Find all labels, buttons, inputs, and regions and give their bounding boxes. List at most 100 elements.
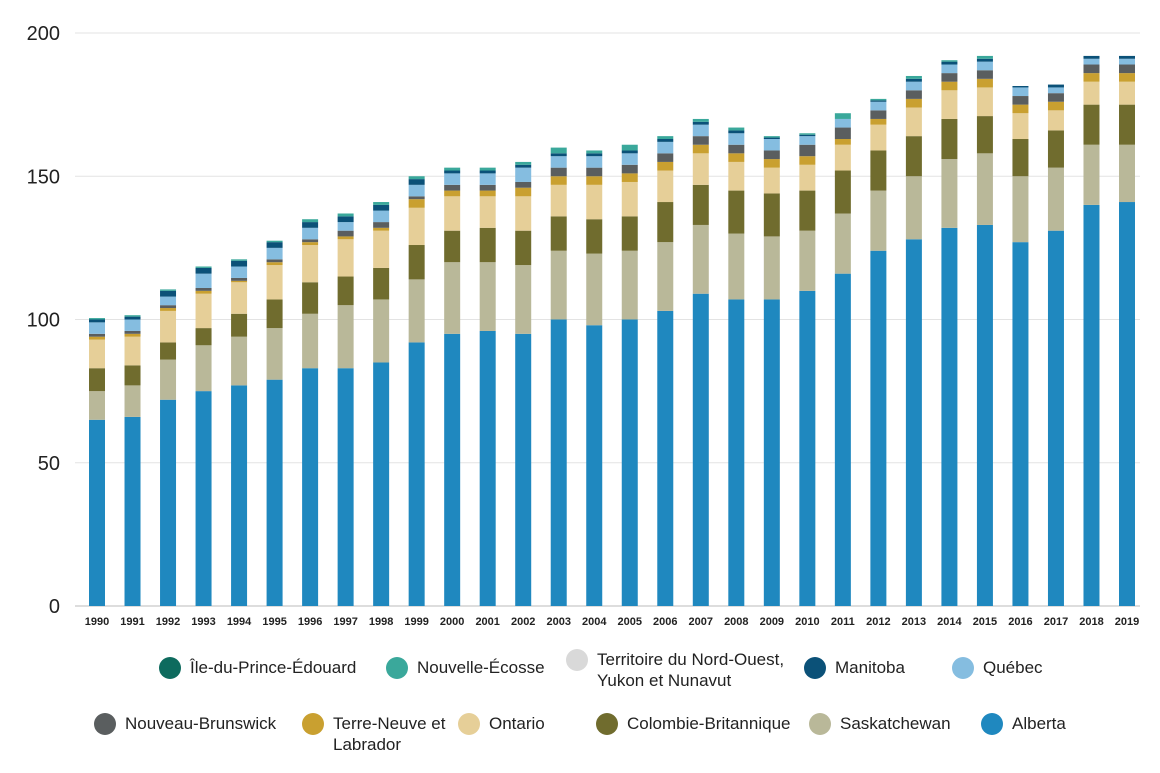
bar-segment-alberta — [231, 385, 248, 606]
bar-segment-colombie-britannique — [408, 245, 425, 280]
bar-segment-terre-neuve-et-labrador — [266, 262, 283, 266]
legend-label: Territoire du Nord-Ouest, Yukon et Nunav… — [597, 650, 785, 690]
x-tick-label: 2019 — [1115, 616, 1139, 628]
bar-segment-manitoba — [621, 150, 638, 154]
bar-segment-terre-neuve-et-labrador — [763, 159, 780, 168]
bar-segment-manitoba — [1012, 86, 1029, 88]
legend-item: Manitoba — [804, 657, 905, 679]
y-tick-label: 50 — [38, 453, 60, 475]
bar-segment-ontario — [692, 153, 709, 185]
bar-segment-nouveau-brunswick — [195, 287, 212, 291]
bar-segment-colombie-britannique — [905, 136, 922, 177]
bar-segment-qu-bec — [728, 133, 745, 145]
bar-segment-nouveau-brunswick — [763, 150, 780, 160]
bar-segment-qu-bec — [266, 247, 283, 260]
y-tick-label: 200 — [27, 23, 60, 45]
bar-segment-alberta — [515, 333, 532, 606]
bar-segment-colombie-britannique — [728, 190, 745, 234]
bar-segment-nouveau-brunswick — [373, 222, 390, 228]
bar-segment-colombie-britannique — [373, 267, 390, 300]
bar-segment-alberta — [337, 368, 354, 606]
bar-segment-manitoba — [905, 78, 922, 82]
bar-segment-saskatchewan — [1047, 167, 1064, 231]
bar-segment-qu-bec — [799, 136, 816, 145]
bar-segment-ontario — [266, 265, 283, 300]
bar-segment-qu-bec — [302, 227, 319, 240]
bar-segment-qu-bec — [1047, 87, 1064, 94]
bar-segment-alberta — [124, 416, 141, 606]
bar-segment-nouveau-brunswick — [905, 90, 922, 99]
bar-segment-nouveau-brunswick — [160, 305, 177, 309]
x-tick-label: 2000 — [440, 616, 464, 628]
bar-segment-manitoba — [586, 153, 603, 157]
bar-segment-terre-neuve-et-labrador — [89, 336, 105, 340]
bar-segment-nouvelle-cosse — [124, 315, 141, 317]
bar-segment-ontario — [586, 184, 603, 220]
bar-segment-ontario — [195, 293, 212, 329]
x-tick-label: 2017 — [1044, 616, 1068, 628]
legend-label: Nouveau-Brunswick — [125, 714, 277, 733]
bar-segment-saskatchewan — [834, 213, 851, 274]
bar-segment-nouveau-brunswick — [834, 127, 851, 140]
bar-segment-nouvelle-cosse — [266, 240, 283, 243]
legend-label: Québec — [983, 658, 1043, 677]
bar-segment-terre-neuve-et-labrador — [408, 199, 425, 208]
bar-segment-manitoba — [195, 267, 212, 274]
bar-segment-ontario — [728, 161, 745, 191]
bar-segment-colombie-britannique — [124, 365, 141, 386]
bar-segment-nouvelle-cosse — [550, 147, 567, 154]
bar-segment-manitoba — [1047, 84, 1064, 88]
bar-segment-manitoba — [515, 164, 532, 168]
bar-segment-ontario — [763, 167, 780, 194]
bar-segment-manitoba — [976, 58, 993, 62]
bar-segment-qu-bec — [905, 81, 922, 91]
bar-segment-saskatchewan — [941, 159, 958, 228]
bar-segment-nouveau-brunswick — [692, 136, 709, 145]
bar-segment-qu-bec — [976, 61, 993, 71]
bar-segment-alberta — [692, 293, 709, 606]
bar-segment-qu-bec — [373, 210, 390, 223]
bar-segment-ontario — [799, 164, 816, 191]
legend-item: Nouveau-Brunswick — [94, 713, 276, 735]
x-tick-label: 1999 — [404, 616, 428, 628]
bar-segment-ontario — [479, 196, 496, 228]
bar-segment-saskatchewan — [444, 262, 461, 334]
bar-segment-alberta — [1119, 202, 1135, 606]
bar-segment-saskatchewan — [657, 242, 674, 311]
legend-item: Colombie-Britannique — [596, 713, 790, 735]
bar-segment-terre-neuve-et-labrador — [337, 236, 354, 240]
bar-segment-colombie-britannique — [1012, 139, 1029, 177]
bar-segment-saskatchewan — [302, 313, 319, 369]
bar-segment-manitoba — [89, 319, 105, 323]
bar-segment-saskatchewan — [905, 176, 922, 240]
bar-segment-qu-bec — [1119, 58, 1135, 65]
bar-segment-alberta — [266, 379, 283, 606]
legend-item: Saskatchewan — [809, 713, 951, 735]
bar-segment-manitoba — [444, 170, 461, 174]
y-tick-label: 100 — [27, 310, 60, 332]
bar-segment-nouvelle-cosse — [408, 176, 425, 180]
bar-segment-alberta — [728, 299, 745, 606]
bar-segment-ontario — [373, 230, 390, 268]
bar-segment-manitoba — [550, 153, 567, 157]
x-tick-label: 2008 — [724, 616, 748, 628]
bar-segment-nouvelle-cosse — [89, 318, 105, 320]
bar-segment-alberta — [1047, 230, 1064, 606]
bar-segment-colombie-britannique — [976, 116, 993, 154]
bar-segment-ontario — [89, 339, 105, 369]
bar-segment-qu-bec — [941, 64, 958, 74]
bar-segment-nouvelle-cosse — [373, 202, 390, 205]
bar-segment-saskatchewan — [337, 305, 354, 369]
bar-segment-nouveau-brunswick — [337, 230, 354, 237]
legend-item: Ontario — [458, 713, 545, 735]
bar-segment-ontario — [905, 107, 922, 137]
bar-segment-colombie-britannique — [621, 216, 638, 251]
bar-segment-terre-neuve-et-labrador — [657, 161, 674, 171]
bar-segment-ontario — [444, 196, 461, 231]
legend-marker-icon — [804, 657, 826, 679]
x-tick-label: 2002 — [511, 616, 535, 628]
bar-segment-saskatchewan — [266, 328, 283, 380]
bar-segment-saskatchewan — [160, 359, 177, 400]
bar-segment-qu-bec — [515, 167, 532, 182]
legend-label: Colombie-Britannique — [627, 714, 791, 733]
